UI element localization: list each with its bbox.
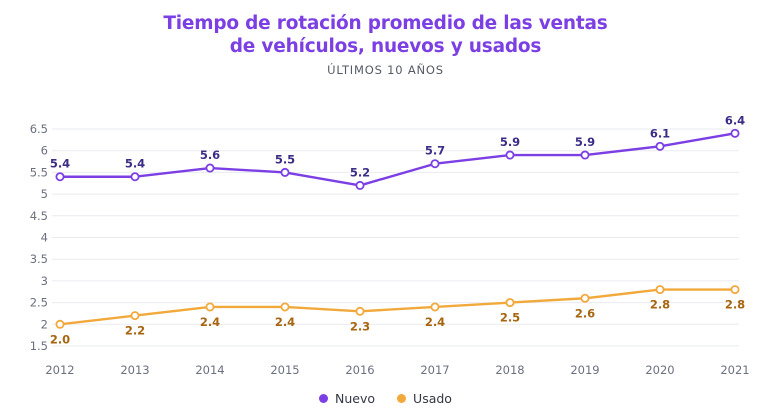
data-label-nuevo: 5.4 — [50, 157, 70, 171]
x-tick-label: 2013 — [120, 363, 149, 377]
data-label-usado: 2.8 — [725, 298, 745, 312]
y-tick-label: 3 — [41, 274, 48, 288]
y-tick-label: 2 — [41, 317, 48, 331]
data-point-nuevo[interactable] — [55, 172, 65, 182]
series-line-nuevo — [60, 132, 736, 187]
data-point-usado[interactable] — [355, 306, 365, 316]
y-tick-label: 5.5 — [30, 165, 48, 179]
data-point-nuevo[interactable] — [730, 128, 740, 138]
data-label-usado: 2.0 — [50, 332, 70, 346]
x-axis: 2012 2013 2014 2015 2016 2017 2018 2019 2020 2021 — [45, 363, 749, 377]
legend-label-nuevo: Nuevo — [335, 391, 376, 406]
data-point-usado[interactable] — [580, 293, 590, 303]
data-point-usado[interactable] — [130, 311, 140, 321]
x-tick-label: 2021 — [720, 363, 749, 377]
data-point-nuevo[interactable] — [430, 159, 440, 169]
series-layer: 5.4 5.45.6 5.55.25.75.9 5.96.16.42.02.22.4 2… — [50, 113, 745, 346]
data-point-nuevo[interactable] — [655, 141, 665, 151]
data-point-usado[interactable] — [205, 302, 215, 312]
data-label-usado: 2.4 — [275, 315, 295, 329]
y-tick-label: 2.5 — [30, 296, 48, 310]
legend-item-nuevo[interactable]: Nuevo — [319, 391, 375, 406]
data-label-nuevo: 5.7 — [425, 144, 445, 158]
data-label-nuevo: 5.9 — [575, 135, 595, 149]
series-usado: 2.0 2.2 2.4 2.4 2.3 2.4 2.5 2.6 2.8 2.8 — [50, 285, 745, 346]
x-tick-label: 2012 — [45, 363, 74, 377]
data-label-usado: 2.8 — [650, 298, 670, 312]
data-point-nuevo[interactable] — [580, 150, 590, 160]
chart-title-line-2: de vehículos, nuevos y usados — [229, 36, 542, 57]
data-label-nuevo: 5.2 — [350, 165, 370, 179]
data-label-nuevo: 5.9 — [500, 135, 520, 149]
data-label-usado: 2.6 — [575, 306, 595, 320]
chart-subtitle: ÚLTIMOS 10 AÑOS — [327, 63, 444, 77]
y-tick-label: 1.5 — [30, 339, 48, 353]
legend-label-usado: Usado — [413, 391, 452, 406]
data-label-usado: 2.4 — [200, 315, 220, 329]
data-point-usado[interactable] — [730, 285, 740, 295]
data-point-usado[interactable] — [55, 319, 65, 329]
data-label-nuevo: 6.1 — [650, 126, 670, 140]
data-point-nuevo[interactable] — [280, 167, 290, 177]
data-point-nuevo[interactable] — [355, 180, 365, 190]
x-tick-label: 2015 — [270, 363, 299, 377]
data-point-usado[interactable] — [280, 302, 290, 312]
data-label-usado: 2.4 — [425, 315, 445, 329]
data-label-nuevo: 5.4 — [125, 157, 145, 171]
y-tick-label: 3.5 — [30, 252, 48, 266]
data-point-nuevo[interactable] — [130, 172, 140, 182]
y-tick-label: 4.5 — [30, 209, 48, 223]
x-tick-label: 2018 — [495, 363, 524, 377]
chart-title: Tiempo de rotación promedio de las venta… — [0, 12, 771, 58]
data-point-nuevo[interactable] — [205, 163, 215, 173]
data-point-usado[interactable] — [655, 285, 665, 295]
data-point-nuevo[interactable] — [505, 150, 515, 160]
data-point-usado[interactable] — [430, 302, 440, 312]
x-tick-label: 2014 — [195, 363, 224, 377]
legend: Nuevo Usado — [0, 391, 771, 406]
gridlines — [52, 128, 739, 347]
data-label-nuevo: 5.6 — [200, 148, 220, 162]
x-tick-label: 2016 — [345, 363, 374, 377]
data-label-nuevo: 6.4 — [725, 113, 745, 127]
chart-title-line-1: Tiempo de rotación promedio de las venta… — [163, 13, 608, 34]
y-tick-label: 6 — [41, 144, 48, 158]
series-line-usado — [59, 288, 735, 326]
legend-marker-nuevo — [319, 394, 329, 403]
y-tick-label: 5 — [41, 187, 48, 201]
legend-marker-usado — [397, 394, 407, 403]
x-tick-label: 2017 — [420, 363, 449, 377]
data-label-usado: 2.2 — [125, 324, 145, 338]
data-point-usado[interactable] — [505, 298, 515, 308]
data-label-usado: 2.3 — [350, 319, 370, 333]
y-tick-label: 4 — [41, 231, 48, 245]
legend-item-usado[interactable]: Usado — [397, 391, 452, 406]
data-label-usado: 2.5 — [500, 311, 520, 325]
series-nuevo: 5.4 5.4 5.6 5.5 5.2 5.7 5.9 5.9 6.1 6.4 — [50, 113, 745, 190]
x-tick-label: 2020 — [645, 363, 674, 377]
data-label-nuevo: 5.5 — [275, 152, 295, 166]
x-tick-label: 2019 — [570, 363, 599, 377]
y-axis: 1.5 2 2.5 3 3.5 4 4.5 5 5.5 6 6.5 — [30, 122, 48, 353]
y-tick-label: 6.5 — [30, 122, 48, 136]
